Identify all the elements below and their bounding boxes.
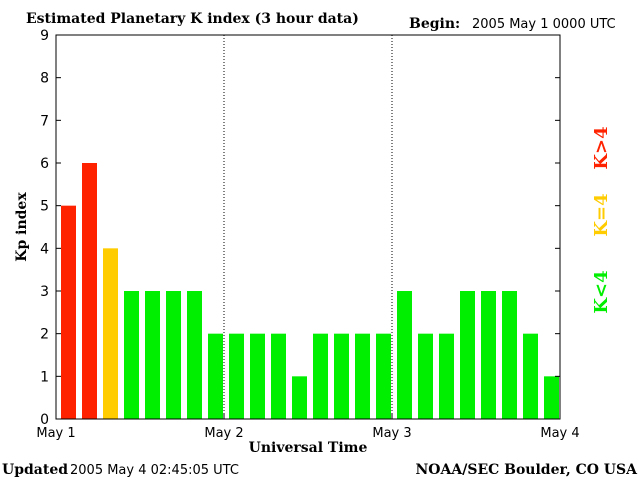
updated-label: Updated xyxy=(2,462,68,478)
y-tick-label: 0 xyxy=(40,412,49,428)
y-tick-label: 1 xyxy=(40,369,49,385)
y-tick-label: 8 xyxy=(40,71,49,87)
kp-bar xyxy=(460,291,475,419)
kp-bar xyxy=(334,333,349,419)
x-tick-label: May 3 xyxy=(372,426,411,441)
kp-bar xyxy=(439,333,454,419)
updated-value: 2005 May 4 02:45:05 UTC xyxy=(70,463,239,478)
begin-label: Begin: xyxy=(409,16,460,32)
kp-bar xyxy=(103,248,118,419)
x-tick-label: May 4 xyxy=(540,426,579,441)
kp-bar xyxy=(124,291,139,419)
chart-title: Estimated Planetary K index (3 hour data… xyxy=(26,11,359,27)
y-tick-label: 5 xyxy=(40,199,49,215)
x-axis-label: Universal Time xyxy=(249,440,368,456)
kp-bar xyxy=(313,333,328,419)
y-axis-label: Kp index xyxy=(14,192,30,262)
kp-bar xyxy=(271,333,286,419)
kp-bar xyxy=(166,291,181,419)
kp-bar xyxy=(523,333,538,419)
legend: K>4 K=4 K<4 xyxy=(591,126,612,313)
y-tick-label: 6 xyxy=(40,156,49,172)
kp-bar xyxy=(355,333,370,419)
kp-bar xyxy=(187,291,202,419)
day-separators xyxy=(223,35,393,419)
credit-text: NOAA/SEC Boulder, CO USA xyxy=(416,462,639,478)
kp-bar xyxy=(229,333,244,419)
kp-bar xyxy=(250,333,265,419)
x-tick-label: May 2 xyxy=(204,426,243,441)
y-tick-label: 2 xyxy=(40,327,49,343)
kp-bar xyxy=(544,376,559,419)
kp-bar xyxy=(145,291,160,419)
kp-bar xyxy=(61,205,76,419)
bars-group xyxy=(61,163,559,419)
x-tick-label: May 1 xyxy=(36,426,75,441)
legend-k-below-4: K<4 xyxy=(591,270,612,313)
y-tick-label: 7 xyxy=(40,113,49,129)
legend-k-equal-4: K=4 xyxy=(591,193,612,236)
y-tick-label: 4 xyxy=(40,241,49,257)
plot-frame xyxy=(55,34,561,420)
kp-bar xyxy=(397,291,412,419)
kp-bar xyxy=(292,376,307,419)
kp-bar xyxy=(376,333,391,419)
kp-bar xyxy=(418,333,433,419)
y-tick-label: 3 xyxy=(40,284,49,300)
kp-bar xyxy=(208,333,223,419)
begin-value: 2005 May 1 0000 UTC xyxy=(472,17,616,32)
legend-k-above-4: K>4 xyxy=(591,126,612,169)
kp-bar xyxy=(481,291,496,419)
y-tick-label: 9 xyxy=(40,28,49,44)
kp-bar xyxy=(502,291,517,419)
kp-bar xyxy=(82,163,97,419)
x-axis: May 1 May 2 May 3 May 4 xyxy=(36,413,580,441)
